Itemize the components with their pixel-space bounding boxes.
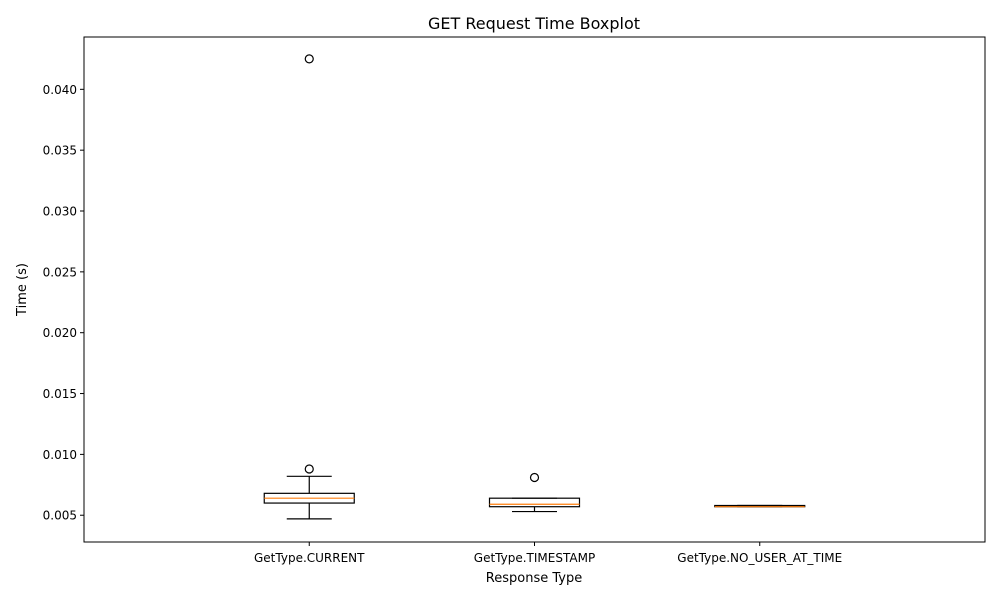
x-tick-label: GetType.NO_USER_AT_TIME bbox=[677, 551, 842, 565]
x-axis-label: Response Type bbox=[486, 571, 582, 586]
box-group bbox=[488, 472, 581, 513]
iqr-box bbox=[488, 497, 581, 508]
x-tick-label: GetType.TIMESTAMP bbox=[474, 551, 595, 565]
y-tick-label: 0.015 bbox=[43, 387, 77, 401]
outlier-point bbox=[529, 472, 540, 483]
y-tick-label: 0.025 bbox=[43, 265, 77, 279]
chart-title: GET Request Time Boxplot bbox=[428, 14, 640, 33]
box-group bbox=[714, 504, 806, 508]
y-tick-label: 0.040 bbox=[43, 83, 77, 97]
box-group bbox=[263, 54, 355, 520]
plot-frame bbox=[83, 36, 986, 543]
y-axis: 0.005 0.010 0.015 0.020 0.025 0.030 0.035 0.040 bbox=[43, 83, 84, 523]
y-tick-label: 0.030 bbox=[43, 205, 77, 219]
y-tick-label: 0.010 bbox=[43, 448, 77, 462]
outlier-point bbox=[304, 464, 314, 474]
plot-area bbox=[84, 37, 985, 542]
y-tick-label: 0.035 bbox=[43, 144, 77, 158]
boxes-layer bbox=[263, 54, 806, 520]
x-tick-label: GetType.CURRENT bbox=[254, 551, 365, 565]
y-axis-label: Time (s) bbox=[15, 263, 30, 317]
x-axis: GetType.CURRENT GetType.TIMESTAMP GetType.… bbox=[254, 542, 842, 565]
outlier-point bbox=[304, 54, 314, 64]
y-tick-label: 0.005 bbox=[43, 509, 77, 523]
y-tick-label: 0.020 bbox=[43, 326, 77, 340]
